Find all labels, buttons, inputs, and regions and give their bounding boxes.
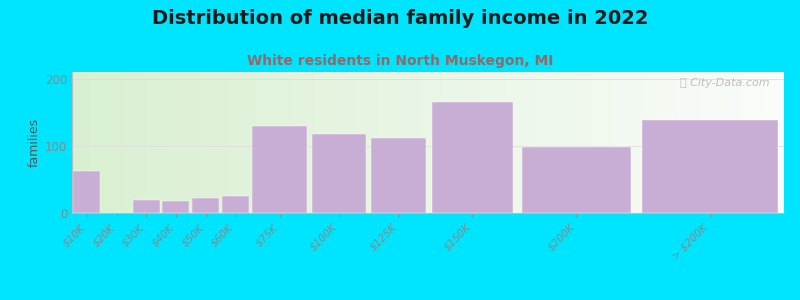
Bar xyxy=(192,198,219,213)
Text: Distribution of median family income in 2022: Distribution of median family income in … xyxy=(152,9,648,28)
Bar xyxy=(73,171,101,213)
Bar xyxy=(162,201,190,213)
Bar xyxy=(522,147,631,213)
Bar xyxy=(371,138,426,213)
Text: White residents in North Muskegon, MI: White residents in North Muskegon, MI xyxy=(247,54,553,68)
Bar xyxy=(312,134,366,213)
Y-axis label: families: families xyxy=(28,118,41,167)
Bar xyxy=(133,200,160,213)
Bar xyxy=(642,120,778,213)
Bar xyxy=(431,102,514,213)
Text: ⓘ City-Data.com: ⓘ City-Data.com xyxy=(680,78,770,88)
Bar xyxy=(252,126,307,213)
Bar xyxy=(222,196,249,213)
